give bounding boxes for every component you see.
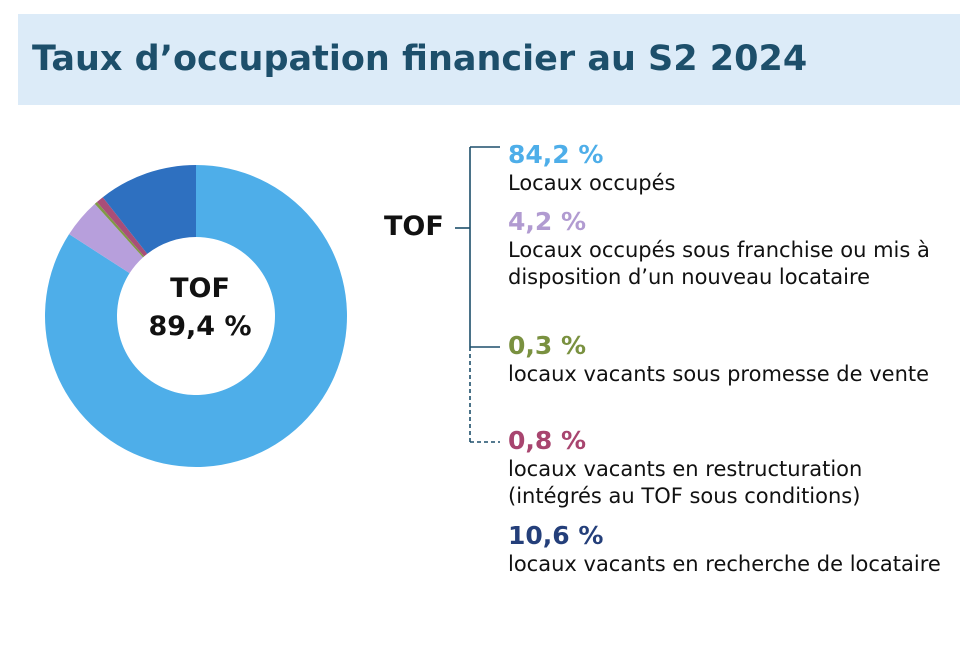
legend-pct: 4,2 % [508, 207, 587, 236]
donut-center-label: TOF 89,4 % [120, 270, 280, 346]
header-banner: Taux d’occupation financier au S2 2024 [18, 14, 960, 105]
legend-entry-occupied: 84,2 % Locaux occupés [508, 140, 958, 197]
donut-slice-3 [96, 197, 148, 257]
donut-slice-4 [102, 165, 196, 254]
legend-pct: 84,2 % [508, 140, 604, 169]
donut-slice-2 [94, 202, 145, 258]
center-title: TOF [170, 273, 230, 304]
legend-desc: locaux vacants en recherche de locataire [508, 552, 941, 576]
legend-entry-searching: 10,6 % locaux vacants en recherche de lo… [508, 521, 958, 578]
legend-desc: locaux vacants sous promesse de vente [508, 362, 930, 386]
legend-entry-franchise: 4,2 % Locaux occupés sous franchise ou m… [508, 207, 958, 291]
legend-entry-restructuring: 0,8 % locaux vacants en restructuration … [508, 426, 958, 510]
legend-entry-promise: 0,3 % locaux vacants sous promesse de ve… [508, 331, 958, 388]
tof-group-label: TOF [384, 211, 444, 242]
legend-desc: locaux vacants en restructuration (intég… [508, 457, 863, 508]
legend-desc: Locaux occupés sous franchise ou mis à d… [508, 238, 930, 289]
page-title: Taux d’occupation financier au S2 2024 [32, 39, 808, 79]
legend-pct: 0,3 % [508, 331, 587, 360]
legend-pct: 10,6 % [508, 521, 604, 550]
donut-slice-1 [69, 203, 144, 274]
center-value: 89,4 % [148, 311, 252, 342]
legend-desc: Locaux occupés [508, 171, 676, 195]
donut-slice-0 [44, 165, 347, 468]
legend-pct: 0,8 % [508, 426, 587, 455]
